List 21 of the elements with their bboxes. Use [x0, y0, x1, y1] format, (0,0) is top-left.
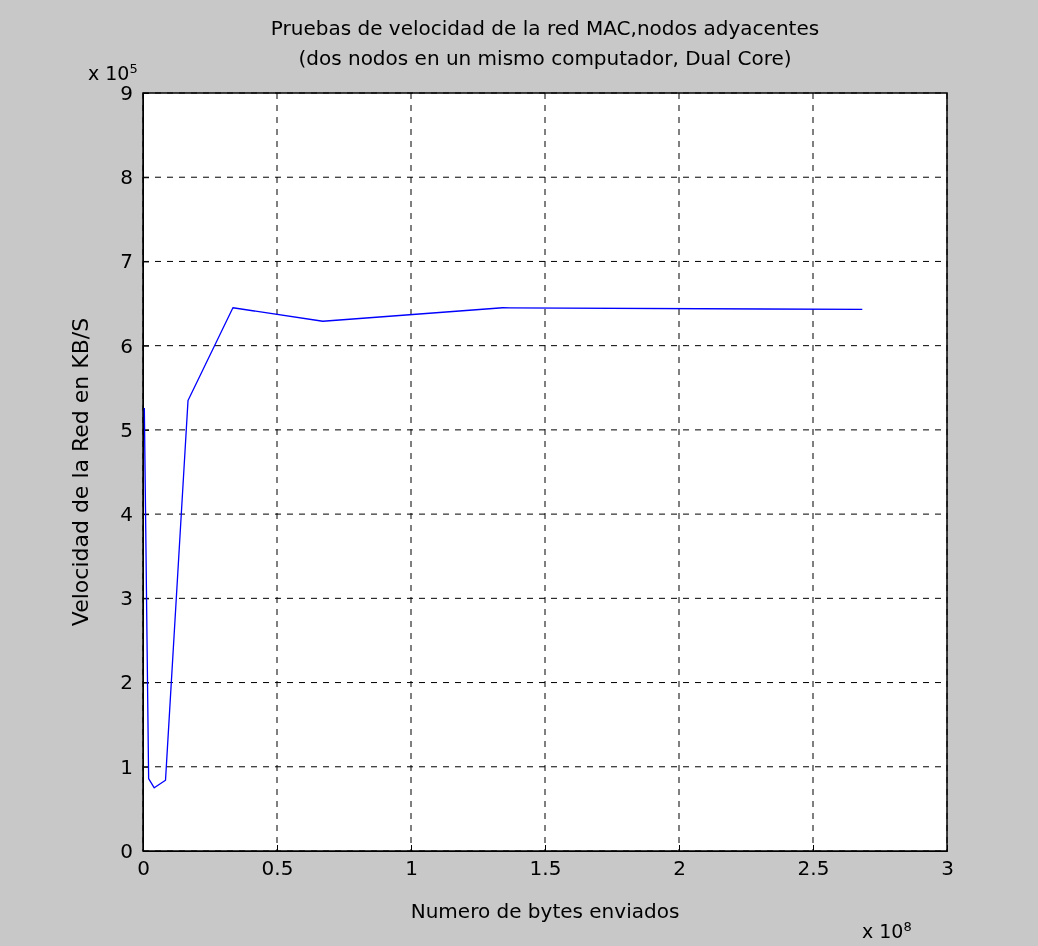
x-tick-label: 1 — [405, 856, 418, 881]
y-tick-label: 4 — [120, 502, 133, 527]
y-tick-label: 6 — [120, 333, 133, 358]
x-axis-title: Numero de bytes enviados — [410, 899, 680, 923]
x-tick-label: 0 — [137, 856, 150, 881]
y-tick-label: 5 — [120, 417, 133, 442]
x-tick-label: 3 — [941, 856, 954, 881]
x-tick-label: 0.5 — [261, 856, 294, 881]
x-tick-label: 1.5 — [529, 856, 562, 881]
y-tick-label: 0 — [120, 838, 133, 863]
x-tick-label: 2 — [673, 856, 686, 881]
text: x 10$^{8}$ — [862, 918, 912, 942]
y-tick-label: 1 — [120, 754, 133, 779]
line-series — [143, 307, 863, 789]
y-tick-label: 8 — [120, 165, 133, 190]
y-axis-title: Velocidad de la Red en KB/S — [68, 317, 93, 627]
y-tick-label: 2 — [120, 670, 133, 695]
y-tick-label: 7 — [120, 249, 133, 274]
y-tick-label: 3 — [120, 586, 133, 611]
chart-title: Pruebas de velocidad de la red MAC,nodos adyacentes (dos nodos en un mismo computador, Dual Core) — [270, 16, 820, 70]
x-tick-label: 2.5 — [797, 856, 830, 881]
